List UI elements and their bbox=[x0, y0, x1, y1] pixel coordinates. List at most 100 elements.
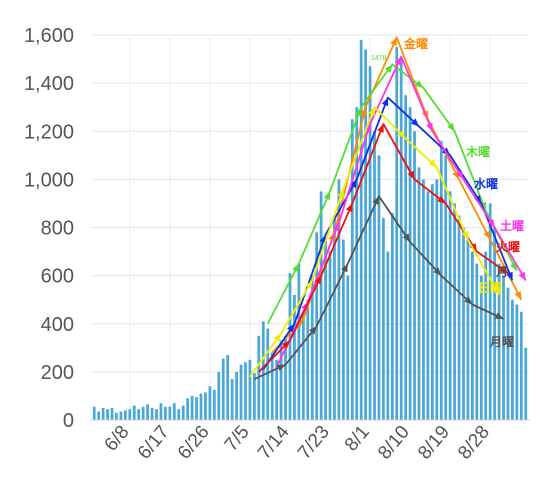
x-tick-labels: 6/8 6/17 6/26 7/5 7/14 7/23 8/1 8/10 8/19 8/28 bbox=[101, 421, 494, 463]
bar bbox=[119, 411, 123, 420]
series-point-arrow bbox=[456, 170, 464, 180]
weekday-series bbox=[249, 36, 527, 380]
bar bbox=[261, 321, 265, 420]
series-point-arrow bbox=[323, 191, 331, 201]
bar bbox=[439, 140, 443, 420]
bar bbox=[488, 203, 492, 420]
bar bbox=[404, 95, 408, 420]
series-point-arrow bbox=[349, 179, 357, 189]
bar bbox=[368, 66, 372, 420]
series-point-arrow bbox=[506, 271, 513, 281]
bar bbox=[466, 239, 470, 420]
bar bbox=[511, 299, 514, 420]
label-getsu: 月 bbox=[495, 265, 508, 279]
bar bbox=[462, 227, 465, 420]
bar bbox=[97, 411, 101, 420]
series-point-arrow bbox=[437, 195, 446, 204]
bar bbox=[115, 412, 118, 420]
series-point-arrow bbox=[452, 170, 460, 180]
bar bbox=[204, 392, 207, 420]
bar bbox=[288, 273, 292, 420]
bar bbox=[306, 299, 310, 420]
bar bbox=[92, 406, 96, 420]
bar bbox=[359, 39, 363, 420]
x-tick-label: 6/8 bbox=[101, 422, 134, 456]
bar bbox=[190, 395, 194, 420]
label-kinyo: 金曜 bbox=[403, 36, 428, 51]
bar bbox=[239, 364, 243, 420]
series-point-arrow bbox=[384, 64, 393, 73]
bar bbox=[475, 263, 479, 420]
bar bbox=[212, 389, 216, 420]
series-point-arrow bbox=[345, 203, 353, 213]
bar bbox=[150, 407, 154, 420]
bar bbox=[417, 167, 421, 420]
series-point-arrow bbox=[514, 290, 522, 300]
bar bbox=[293, 294, 296, 420]
bar bbox=[235, 371, 238, 420]
data-label-1478: 1478 bbox=[371, 55, 387, 62]
series-point-arrow bbox=[487, 218, 495, 228]
bar bbox=[297, 263, 301, 420]
bar bbox=[377, 155, 381, 420]
bar bbox=[430, 184, 434, 420]
series-point-arrow bbox=[464, 296, 473, 305]
series-point-arrow bbox=[292, 263, 299, 273]
bar bbox=[172, 403, 176, 420]
y-tick-labels: 0 200 400 600 800 1,000 1,200 1,400 1,600 bbox=[24, 25, 74, 432]
bar bbox=[382, 217, 385, 420]
series-point-arrow bbox=[319, 234, 327, 244]
series-point-arrow bbox=[332, 222, 340, 232]
series-point-arrow bbox=[492, 286, 500, 295]
bar bbox=[519, 311, 523, 420]
bar bbox=[217, 371, 221, 420]
bar bbox=[221, 358, 225, 420]
label-mokuyo: 木曜 bbox=[465, 144, 490, 159]
bar bbox=[524, 347, 528, 420]
bar bbox=[226, 355, 230, 420]
series-point-arrow bbox=[276, 364, 286, 372]
bar bbox=[244, 362, 247, 420]
bar bbox=[195, 397, 198, 420]
bar bbox=[497, 263, 501, 420]
bar bbox=[106, 409, 109, 420]
series-point-arrow bbox=[360, 107, 368, 116]
bar bbox=[471, 251, 474, 420]
bar bbox=[248, 359, 252, 420]
bar bbox=[270, 352, 274, 420]
bar bbox=[155, 409, 158, 420]
bar bbox=[373, 131, 376, 420]
bar bbox=[284, 335, 287, 420]
x-tick-label: 7/5 bbox=[221, 422, 254, 456]
bar bbox=[364, 49, 367, 420]
x-tick-label: 6/17 bbox=[134, 422, 174, 464]
label-nichiyo: 日曜 bbox=[478, 281, 502, 295]
bar bbox=[168, 406, 172, 420]
bar bbox=[164, 406, 167, 420]
bar bbox=[426, 191, 430, 420]
bar bbox=[399, 59, 403, 420]
bar bbox=[484, 251, 488, 420]
bar bbox=[355, 107, 359, 420]
label-doyo: 土曜 bbox=[500, 218, 524, 233]
bar bbox=[110, 407, 114, 420]
bar bbox=[279, 340, 283, 420]
label-suiyo: 水曜 bbox=[474, 176, 498, 191]
bar bbox=[453, 203, 456, 420]
series-point-arrow bbox=[433, 267, 442, 276]
bar bbox=[408, 107, 412, 420]
series-point-arrow bbox=[407, 170, 415, 180]
series-point-arrow bbox=[394, 56, 402, 66]
series-point-arrow bbox=[402, 233, 411, 242]
series-point-arrow bbox=[414, 80, 424, 88]
bar bbox=[395, 47, 399, 420]
x-tick-label: 8/1 bbox=[341, 422, 374, 456]
bar bbox=[515, 304, 519, 420]
bar bbox=[253, 373, 256, 420]
bar bbox=[128, 409, 132, 420]
series-point-arrow bbox=[428, 159, 437, 168]
bar bbox=[346, 275, 350, 420]
series-point-arrow bbox=[381, 97, 389, 107]
series-point-arrow bbox=[377, 124, 384, 133]
series-point-arrow bbox=[355, 107, 362, 116]
